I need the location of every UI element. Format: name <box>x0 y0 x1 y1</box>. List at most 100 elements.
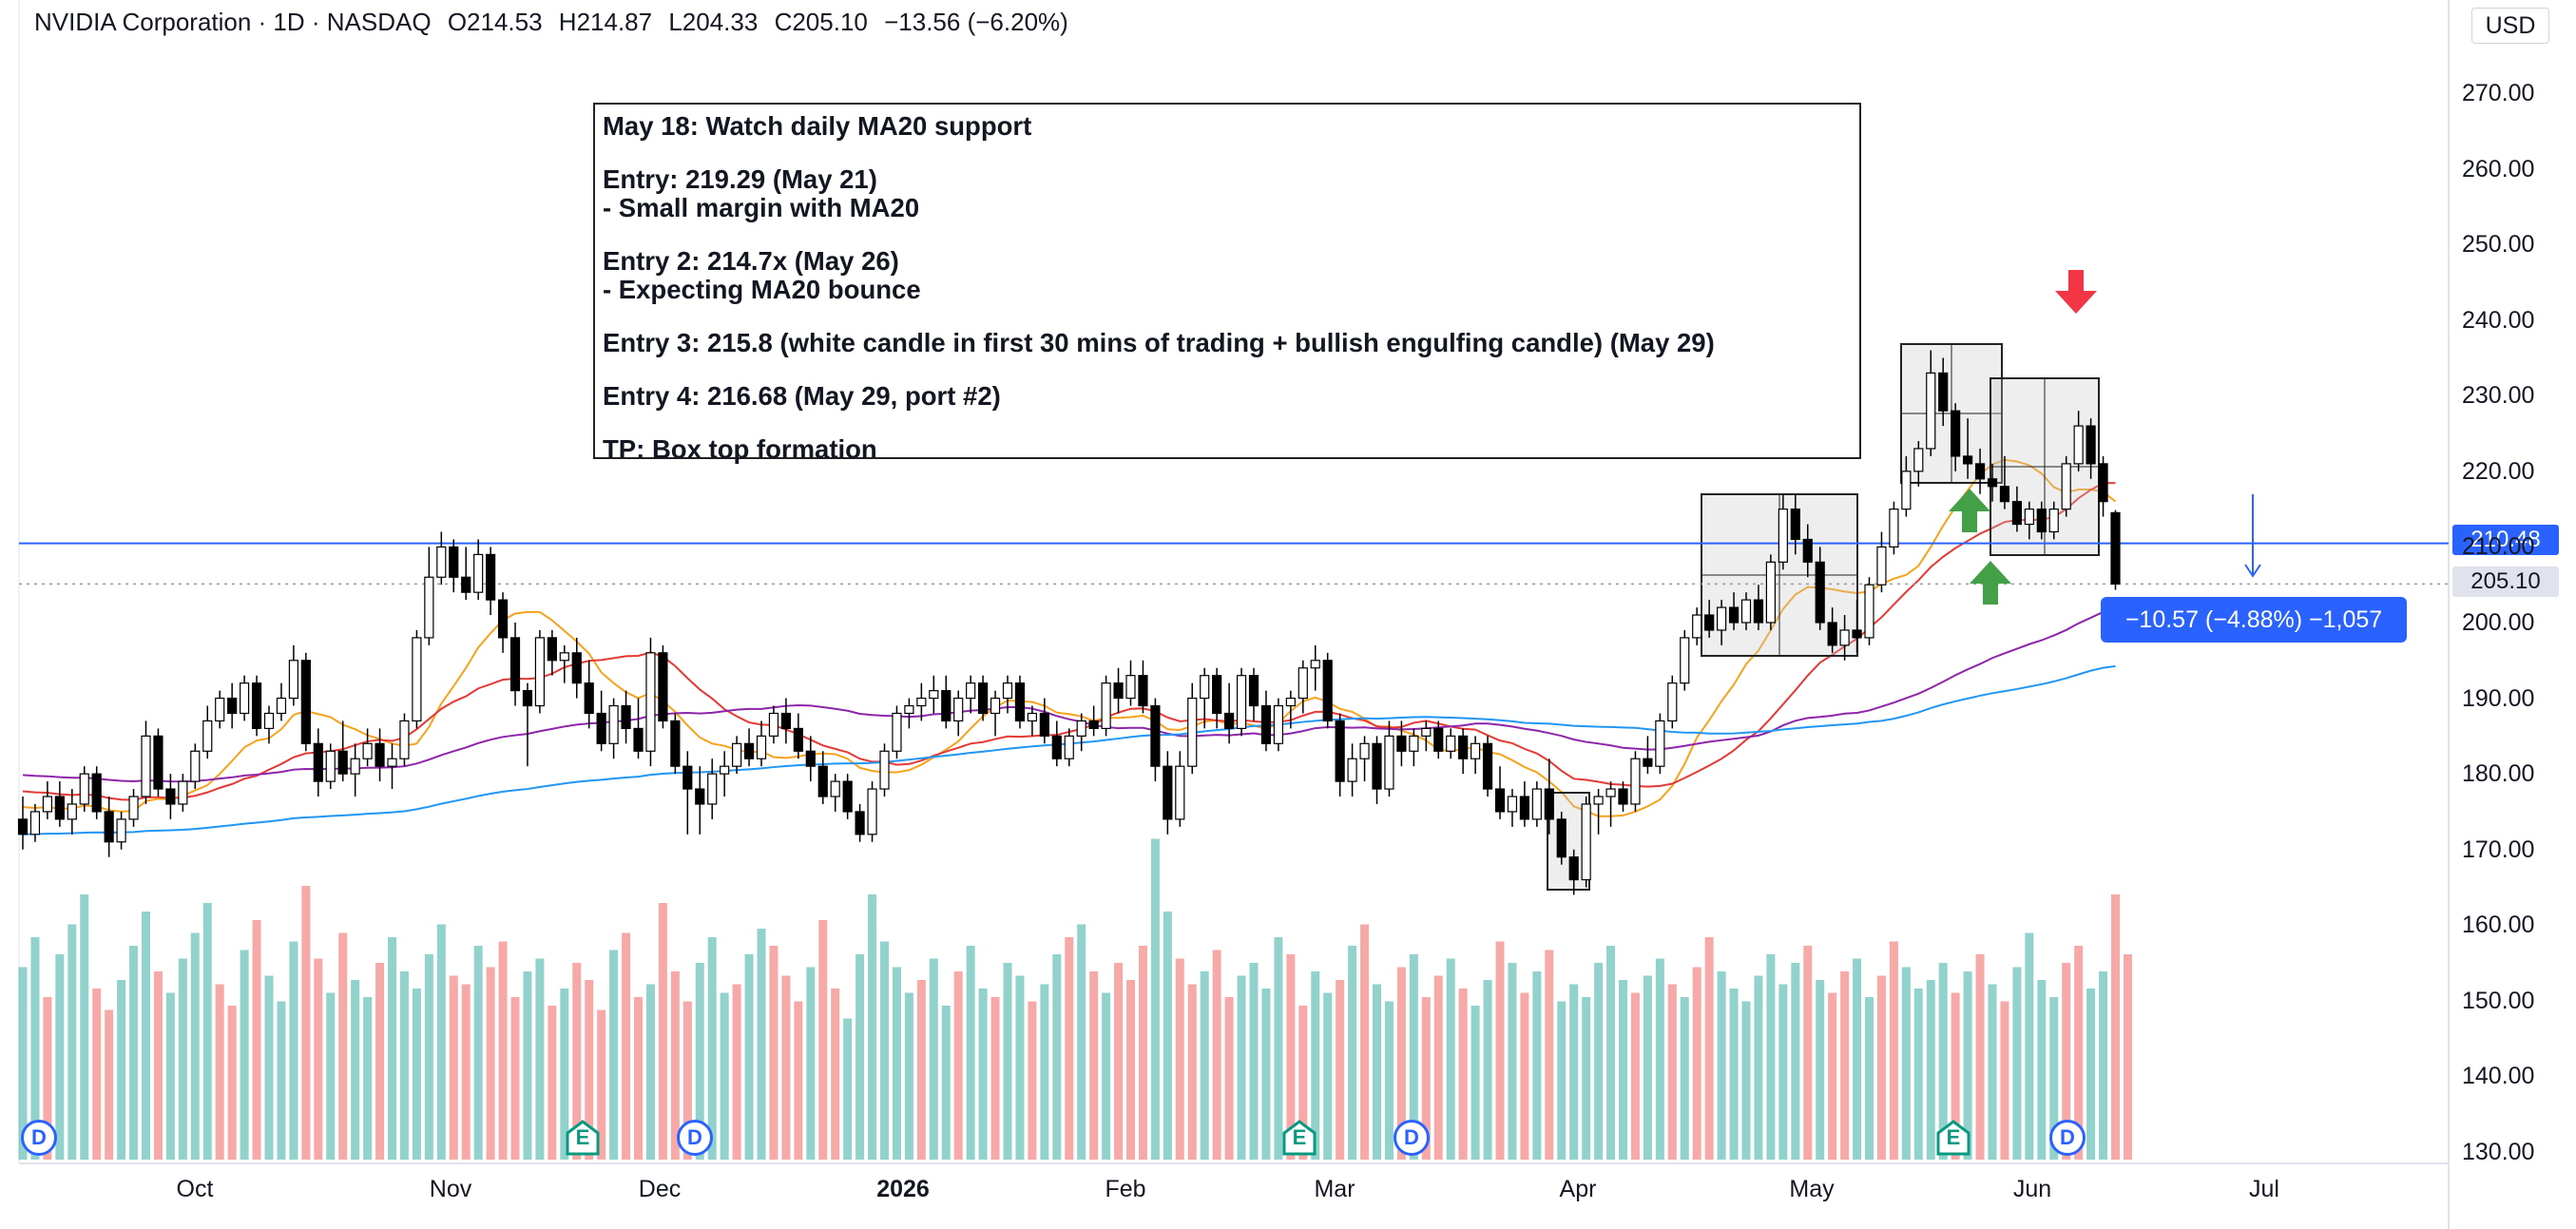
candle-up <box>608 704 619 744</box>
volume-bar <box>1876 975 1886 1160</box>
candle-up <box>1347 758 1357 782</box>
text-note[interactable]: May 18: Watch daily MA20 support Entry: 2… <box>593 103 1861 464</box>
candle-down <box>522 690 533 707</box>
candle-up <box>1655 720 1665 767</box>
candle-up <box>1876 546 1887 586</box>
candle-up <box>1630 758 1641 805</box>
volume-bar <box>190 932 200 1160</box>
candle-up <box>67 803 77 820</box>
candle-down <box>941 690 952 722</box>
candle-down <box>1827 622 1837 646</box>
candle-up <box>1187 697 1198 767</box>
candle-up <box>1359 742 1370 759</box>
symbol-name[interactable]: NVIDIA Corporation · 1D · NASDAQ <box>34 8 432 36</box>
time-tick: May <box>1789 1176 1835 1202</box>
earnings-icon[interactable]: E <box>1935 1120 1971 1156</box>
note-spacer <box>603 357 1852 382</box>
volume-bar <box>1667 984 1677 1160</box>
candle-up <box>424 576 434 639</box>
candle-up <box>966 682 976 700</box>
volume-bar <box>658 903 667 1160</box>
dividend-icon[interactable]: D <box>1394 1120 1430 1156</box>
earnings-icon[interactable]: E <box>565 1120 601 1156</box>
volume-bar <box>363 997 373 1160</box>
volume-bar <box>424 954 433 1160</box>
candle-up <box>325 750 336 782</box>
note-line: - Expecting MA20 bounce <box>603 275 921 304</box>
sell-arrow-icon[interactable] <box>2055 270 2097 314</box>
note-spacer <box>603 141 1852 165</box>
volume-bar <box>486 967 495 1160</box>
volume-bar <box>264 975 274 1160</box>
candle-down <box>596 712 606 744</box>
candle-down <box>91 773 102 813</box>
volume-bar <box>1433 975 1443 1160</box>
candle-up <box>892 712 902 752</box>
candle-down <box>1212 675 1222 715</box>
volume-bar <box>1495 941 1505 1160</box>
candle-up <box>436 546 447 578</box>
price-tick: 140.00 <box>2462 1063 2535 1090</box>
buy-arrow-icon[interactable] <box>1970 561 2011 605</box>
candle-up <box>2073 425 2084 465</box>
volume-bar <box>1224 997 1234 1160</box>
volume-bar <box>1778 984 1788 1160</box>
currency-selector[interactable]: USD <box>2471 8 2549 44</box>
candle-up <box>1125 675 1136 700</box>
candle-down <box>461 576 471 593</box>
candle-up <box>1901 470 1912 510</box>
volume-bar <box>142 912 150 1160</box>
candle-down <box>2086 425 2096 465</box>
volume-bar <box>252 920 261 1160</box>
time-tick: Mar <box>1314 1176 1355 1202</box>
candle-up <box>1101 682 1111 730</box>
volume-bar <box>1458 989 1468 1160</box>
volume-bar <box>1975 954 1985 1160</box>
trade-markers <box>1949 270 2097 605</box>
dividend-icon[interactable]: D <box>677 1120 713 1156</box>
open-value: O214.53 <box>447 8 543 36</box>
candle-up <box>1740 599 1752 624</box>
candle-down <box>1260 704 1272 744</box>
time-tick: Oct <box>176 1176 214 1202</box>
buy-arrow-icon[interactable] <box>1949 489 1990 532</box>
price-tick: 150.00 <box>2462 987 2535 1014</box>
candle-up <box>559 652 569 662</box>
volume-bar <box>1373 984 1381 1160</box>
volume-bar <box>314 958 323 1160</box>
candle-up <box>1310 660 1320 669</box>
volume-bar <box>1409 954 1418 1160</box>
dividend-icon[interactable]: D <box>2049 1120 2086 1156</box>
volume-bar <box>436 924 446 1160</box>
candle-down <box>1556 818 1567 858</box>
candle-down <box>695 788 705 805</box>
candle-up <box>1864 584 1874 639</box>
volume-bar <box>399 971 409 1160</box>
volume-bar <box>2025 932 2034 1160</box>
candle-down <box>17 818 29 835</box>
volume-bar <box>1520 992 1529 1160</box>
dividend-icon[interactable]: D <box>21 1120 57 1156</box>
candle-down <box>1335 720 1345 782</box>
volume-bar <box>2037 980 2047 1160</box>
candle-down <box>1519 796 1530 820</box>
candle-up <box>1446 735 1456 752</box>
time-tick: Feb <box>1105 1176 1146 1202</box>
candle-down <box>1163 765 1173 820</box>
volume-bar <box>1249 963 1259 1160</box>
volume-bar <box>2049 997 2059 1160</box>
volume-bar <box>978 989 988 1160</box>
measure-tool[interactable] <box>2244 494 2261 578</box>
volume-bar <box>215 984 224 1160</box>
candle-down <box>54 796 65 820</box>
volume-bar <box>781 975 791 1160</box>
candle-down <box>1051 735 1062 759</box>
volume-bar <box>227 1006 237 1160</box>
volume-bar <box>2012 967 2022 1160</box>
price-tick: 250.00 <box>2462 231 2535 259</box>
volume-bar <box>1065 937 1074 1160</box>
volume-bar <box>1655 958 1664 1160</box>
earnings-icon[interactable]: E <box>1281 1120 1317 1156</box>
candle-up <box>929 690 939 700</box>
candle-down <box>313 742 323 782</box>
